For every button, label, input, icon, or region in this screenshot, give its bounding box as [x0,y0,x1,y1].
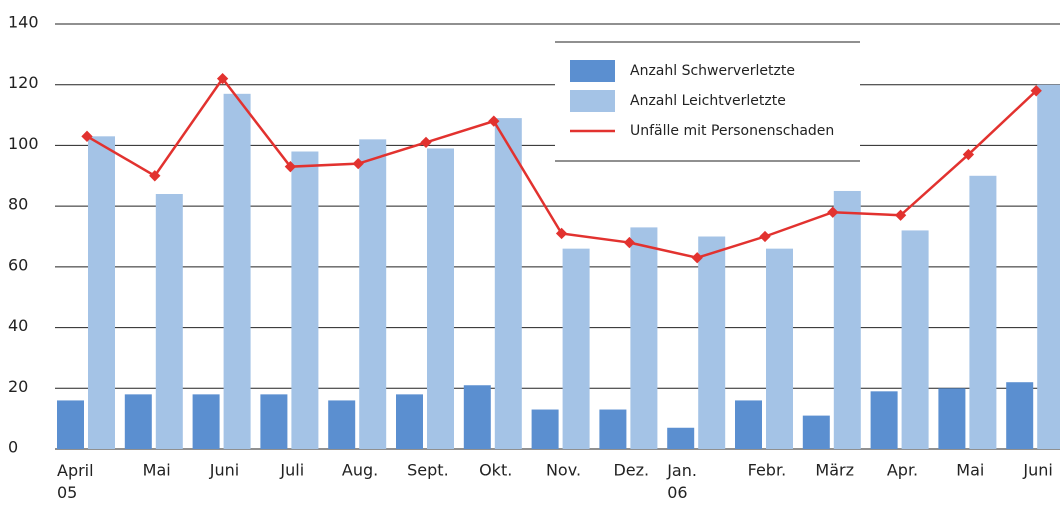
y-tick-label: 120 [8,73,39,92]
legend-label: Anzahl Leichtverletzte [630,93,786,109]
y-tick-label: 60 [8,255,28,274]
bar [833,190,861,449]
x-tick-label: Mai [143,461,171,480]
bar [938,388,966,449]
x-tick-label: Dez. [613,461,649,480]
x-tick-label: Mai [956,461,984,480]
marker [894,209,907,221]
bar [260,394,288,449]
x-tick-label: Jan. 06 [666,461,697,502]
bar [427,148,454,449]
bar [1006,382,1034,449]
bar [359,139,387,449]
bar [155,194,183,449]
marker [1030,85,1042,97]
bar [531,409,559,449]
marker [352,157,364,170]
bar [870,391,898,449]
x-tick-label: Juni [209,461,239,480]
x-tick-label: Okt. [479,461,512,480]
bar [291,151,319,449]
bar [223,93,251,450]
bar [698,236,726,449]
legend-label: Unfälle mit Personenschaden [630,123,834,139]
x-tick-label: März [815,461,854,480]
bar [328,400,356,449]
legend-swatch [570,60,615,82]
x-tick-label: Juni [1022,461,1052,480]
bar [766,248,793,449]
bar [969,175,997,450]
marker [623,236,636,249]
y-tick-label: 0 [8,438,18,457]
bar [88,136,115,450]
y-tick-label: 80 [8,195,28,214]
bar [901,230,929,449]
y-tick-label: 40 [8,316,28,335]
y-tick-label: 100 [8,134,39,153]
bar [192,394,220,449]
marker [555,227,568,240]
bar [802,415,830,449]
bar [599,409,627,449]
x-tick-label: Febr. [748,461,787,480]
bar [562,248,590,449]
x-tick-label: Apr. [887,461,918,480]
bar [494,118,522,449]
bar [124,394,152,449]
marker [962,148,975,161]
bar [1037,84,1060,449]
bar [667,427,695,449]
y-tick-label: 140 [8,13,39,32]
bar [630,227,658,449]
x-tick-label: Aug. [342,461,378,480]
x-tick-label: Juli [279,461,304,480]
x-tick-label: Sept. [407,461,449,480]
marker [691,252,703,264]
legend-label: Anzahl Schwerverletzte [630,63,795,79]
marker [759,230,771,243]
bar [396,394,423,449]
legend: Anzahl Schwerverletzte Anzahl Leichtverle… [555,41,860,162]
marker [420,136,432,149]
marker [149,170,161,182]
marker [827,206,839,218]
y-tick-label: 20 [8,377,28,396]
marker [284,161,297,173]
x-tick-label: April 05 [57,461,94,502]
bar [735,400,762,449]
bar [463,385,491,449]
bar [57,400,84,449]
x-tick-label: Nov. [546,461,581,480]
legend-swatch [570,90,615,112]
